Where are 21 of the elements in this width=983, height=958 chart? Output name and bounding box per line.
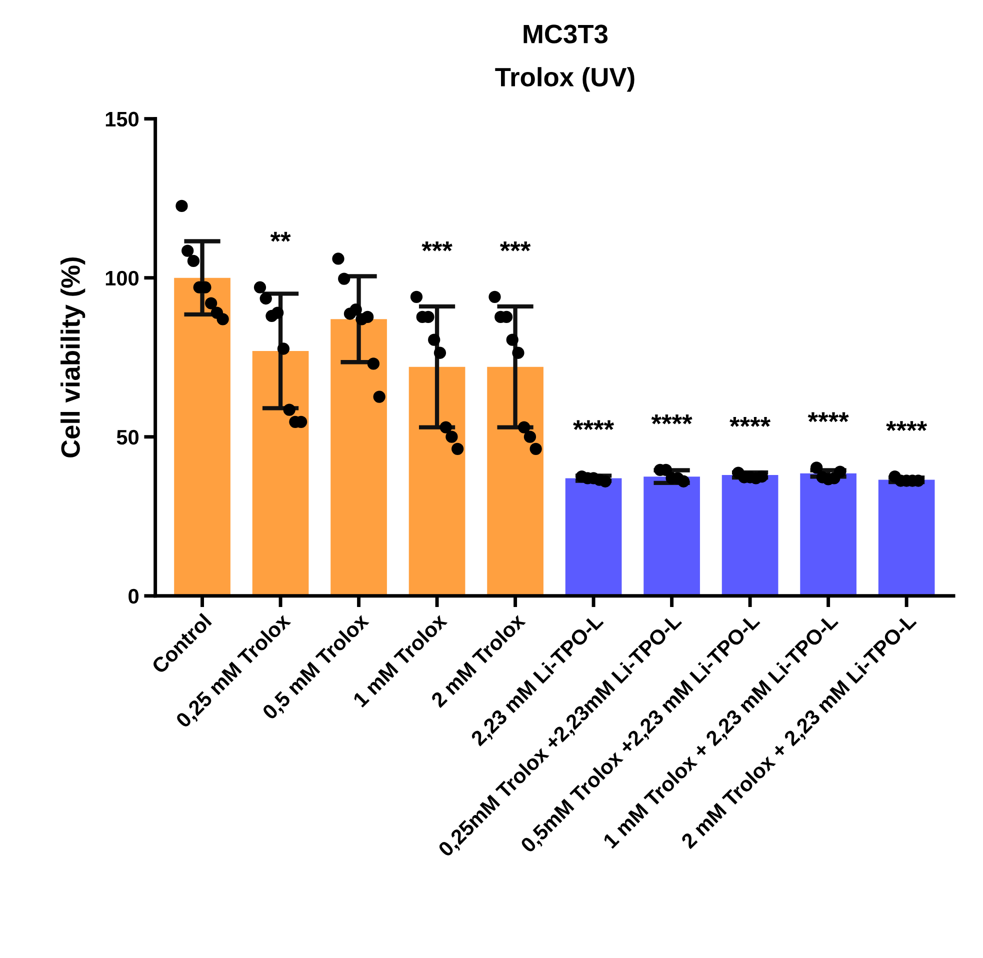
annotation: **** [730, 417, 771, 427]
annotation: *** [500, 241, 531, 252]
bar [487, 366, 544, 596]
annotation: **** [651, 414, 692, 424]
y-tick-label: 150 [106, 112, 138, 127]
bar [252, 350, 309, 596]
annotation: **** [886, 421, 928, 431]
annotation: **** [573, 420, 614, 430]
y-tick-label: 100 [106, 270, 138, 286]
y-tick-label: 0 [128, 588, 138, 604]
bar [644, 476, 700, 596]
annotation: ** [270, 232, 291, 242]
bar [408, 366, 466, 596]
y-axis-title: Cell viability (%) [60, 257, 86, 458]
annotation: *** [422, 241, 452, 252]
bar [174, 278, 230, 596]
chart-subtitle: Trolox (UV) [495, 67, 634, 92]
annotation: **** [808, 412, 849, 422]
chart-title: MC3T3 [524, 24, 608, 44]
bar [330, 319, 387, 596]
y-tick-label: 50 [116, 430, 138, 445]
